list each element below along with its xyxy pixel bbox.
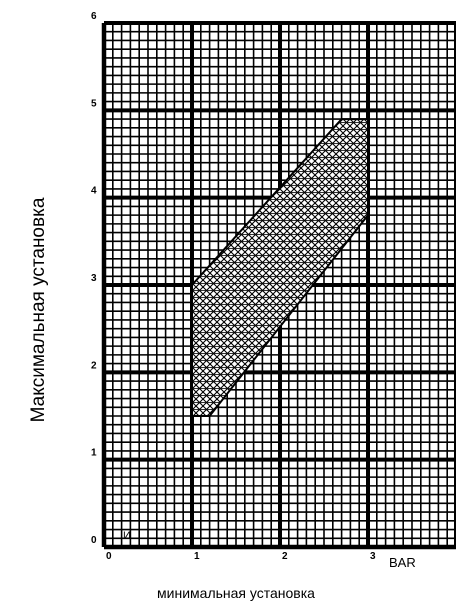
y-tick-label: 4 (91, 186, 97, 197)
corner-label: И (123, 530, 131, 542)
y-tick-label: 3 (91, 273, 97, 284)
x-tick-label: 3 (370, 551, 376, 562)
y-axis-label: Максимальная установка (28, 197, 49, 422)
y-tick-label: 6 (91, 11, 97, 22)
x-axis-label: минимальная установка (157, 585, 315, 601)
y-tick-label: 0 (91, 535, 97, 546)
x-tick-label: 2 (282, 551, 288, 562)
x-tick-label: 1 (194, 551, 200, 562)
y-tick-label: 2 (91, 360, 97, 371)
shaded-region (191, 118, 369, 417)
y-tick-label: 1 (91, 448, 97, 459)
shaded-region-layer (191, 118, 369, 417)
unit-label: BAR (389, 555, 416, 570)
y-tick-labels: 0 1 2 3 4 5 6 (91, 11, 97, 546)
x-tick-label: 0 (106, 551, 112, 562)
grid-major-lines (101, 21, 456, 550)
y-tick-label: 5 (91, 98, 97, 109)
